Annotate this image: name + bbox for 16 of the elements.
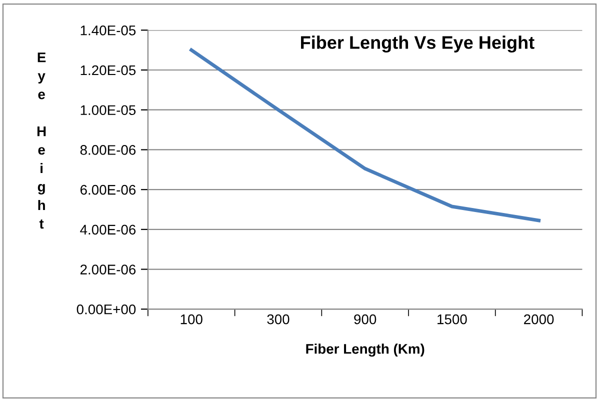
y-tick-label: 1.00E-05	[80, 105, 136, 116]
chart-title: Fiber Length Vs Eye Height	[301, 36, 534, 53]
text: Eye Height	[37, 52, 46, 229]
x-tick-label: 300	[267, 314, 290, 324]
y-tick-label: 1.40E-05	[80, 25, 136, 36]
x-tick-label: 2000	[524, 314, 554, 324]
y-tick-label: 0.00E+00	[76, 304, 136, 314]
x-axis-title: Fiber Length (Km)	[306, 344, 424, 357]
y-tick-label: 1.20E-05	[80, 65, 136, 76]
x-tick-label: 1500	[438, 314, 467, 324]
y-tick-label: 6.00E-06	[80, 184, 136, 195]
x-tick-label: 900	[354, 314, 376, 324]
y-tick-label: 2.00E-06	[80, 264, 136, 274]
y-tick-label: 4.00E-06	[80, 224, 136, 235]
y-tick-label: 8.00E-06	[80, 145, 136, 155]
x-tick-label: 100	[180, 314, 202, 324]
